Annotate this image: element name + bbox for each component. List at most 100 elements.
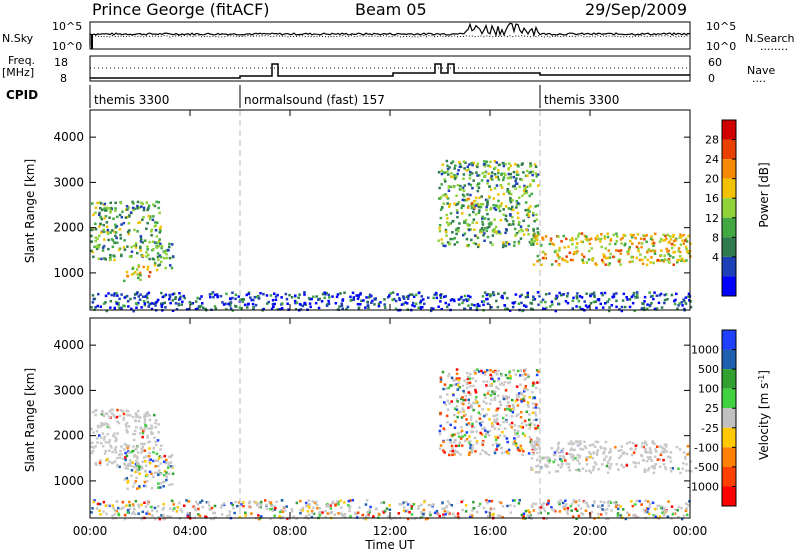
data-cell	[607, 517, 610, 521]
data-cell	[127, 232, 131, 236]
data-cell	[529, 162, 532, 165]
data-cell	[493, 173, 497, 176]
data-cell	[449, 212, 453, 215]
data-cell	[461, 435, 464, 438]
data-cell	[138, 465, 141, 469]
data-cell	[544, 235, 548, 238]
data-cell	[520, 400, 523, 403]
data-cell	[105, 512, 108, 516]
data-cell	[508, 452, 511, 455]
data-cell	[511, 403, 515, 407]
data-cell	[449, 299, 453, 302]
data-cell	[94, 413, 97, 417]
data-cell	[569, 258, 573, 262]
data-cell	[452, 298, 456, 302]
data-cell	[175, 308, 179, 311]
data-cell	[197, 513, 200, 516]
data-cell	[171, 509, 175, 512]
data-cell	[178, 501, 181, 505]
data-cell	[591, 468, 595, 472]
data-cell	[505, 407, 508, 411]
data-cell	[671, 467, 675, 470]
data-cell	[487, 453, 491, 457]
data-cell	[647, 467, 651, 470]
data-cell	[273, 508, 276, 511]
data-cell	[321, 511, 324, 514]
data-cell	[444, 171, 447, 174]
data-cell	[522, 219, 525, 222]
data-cell	[169, 465, 173, 468]
data-cell	[267, 300, 270, 304]
data-cell	[619, 514, 623, 517]
data-cell	[145, 479, 149, 483]
data-cell	[512, 408, 516, 411]
data-cell	[601, 258, 604, 262]
data-cell	[504, 388, 508, 392]
data-cell	[102, 228, 105, 231]
data-cell	[485, 229, 489, 233]
data-cell	[455, 232, 458, 236]
data-cell	[583, 500, 586, 504]
data-cell	[488, 225, 491, 228]
data-cell	[476, 165, 479, 169]
data-cell	[497, 369, 500, 373]
data-cell	[483, 429, 487, 432]
data-cell	[678, 250, 682, 254]
data-cell	[682, 298, 685, 301]
data-cell	[103, 452, 107, 455]
data-cell	[143, 303, 147, 307]
data-cell	[249, 296, 252, 299]
data-cell	[478, 209, 481, 212]
data-cell	[482, 380, 486, 383]
data-cell	[515, 199, 518, 203]
data-cell	[506, 176, 510, 180]
data-cell	[474, 196, 478, 199]
data-cell	[650, 256, 653, 259]
data-cell	[523, 419, 527, 423]
data-cell	[162, 502, 165, 506]
data-cell	[103, 257, 106, 260]
data-cell	[202, 306, 205, 309]
data-cell	[408, 511, 411, 514]
data-cell	[128, 504, 131, 507]
data-cell	[132, 202, 135, 205]
data-cell	[231, 503, 234, 507]
colorbar-swatch	[722, 139, 736, 160]
data-cell	[511, 411, 515, 414]
data-cell	[327, 505, 331, 508]
data-cell	[149, 462, 152, 465]
data-cell	[533, 445, 536, 448]
data-cell	[119, 237, 123, 240]
data-cell	[470, 451, 473, 454]
data-cell	[578, 462, 581, 465]
data-cell	[90, 511, 93, 514]
data-cell	[499, 403, 503, 407]
data-cell	[92, 446, 95, 449]
data-cell	[455, 209, 459, 212]
data-cell	[453, 167, 456, 170]
data-cell	[498, 423, 502, 427]
data-cell	[542, 502, 545, 505]
data-cell	[612, 292, 616, 296]
data-cell	[575, 242, 579, 245]
data-cell	[276, 308, 279, 311]
data-cell	[126, 274, 129, 278]
data-cell	[642, 459, 646, 462]
data-cell	[483, 414, 486, 418]
data-cell	[145, 473, 149, 477]
data-cell	[499, 514, 502, 518]
data-cell	[439, 424, 442, 428]
data-cell	[451, 449, 454, 453]
data-cell	[646, 249, 650, 252]
data-cell	[422, 298, 425, 301]
data-cell	[576, 459, 580, 462]
data-cell	[509, 196, 512, 200]
data-cell	[104, 504, 107, 507]
data-cell	[643, 238, 646, 241]
data-cell	[515, 393, 519, 396]
data-cell	[630, 447, 633, 450]
data-cell	[542, 307, 545, 310]
data-cell	[132, 309, 135, 313]
data-cell	[138, 206, 141, 209]
